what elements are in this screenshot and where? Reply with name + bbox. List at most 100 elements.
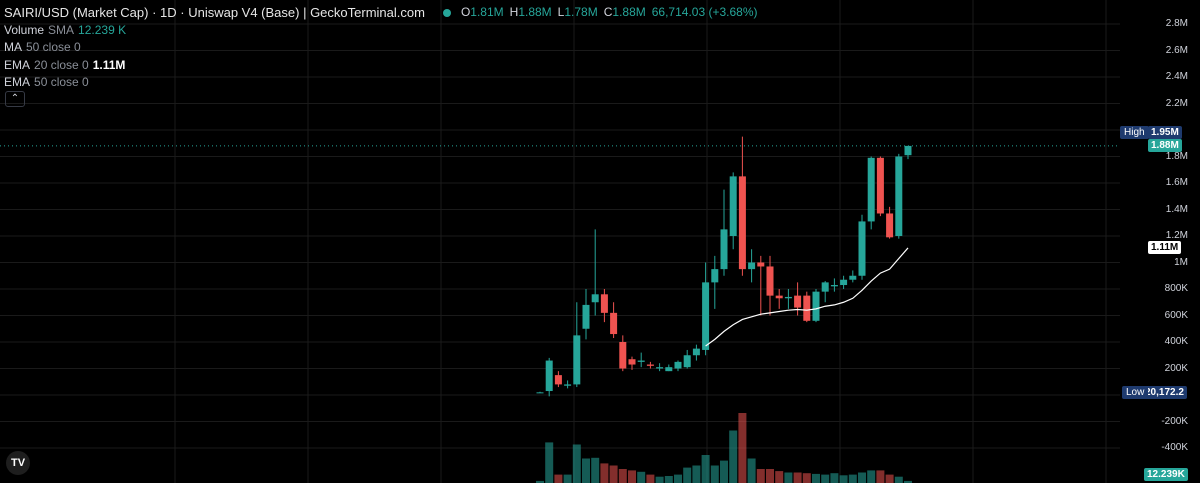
candle-body [886, 213, 894, 238]
volume-bar [904, 480, 912, 483]
volume-bar [710, 465, 719, 483]
volume-bar [609, 465, 618, 483]
chevron-up-icon: ⌃ [10, 93, 20, 104]
candle-body [564, 384, 572, 386]
volume-bar [618, 469, 627, 483]
axis-tick-label: 1.6M [1165, 177, 1188, 188]
axis-tick-label: 800K [1164, 283, 1188, 294]
volume-bar [821, 474, 830, 483]
volume-bar [848, 474, 857, 483]
axis-tick-label: -200K [1161, 415, 1188, 427]
volume-bar [674, 474, 682, 483]
candle-body [554, 375, 562, 385]
volume-bar [591, 457, 600, 483]
candle-body [665, 367, 673, 372]
tradingview-logo[interactable]: TV [6, 451, 30, 475]
candle-body [582, 304, 590, 329]
volume-bar [664, 476, 673, 483]
candle-body [637, 360, 645, 362]
volume-bar [729, 430, 738, 483]
axis-tick-label: 2.4M [1165, 71, 1188, 82]
candle-body [858, 221, 866, 276]
axis-tick-label: 600K [1164, 309, 1188, 321]
ohlc-open-key: O [460, 5, 471, 19]
candle-body [729, 176, 737, 236]
price-chart[interactable] [0, 0, 1120, 483]
volume-bar [793, 472, 802, 483]
candle-body [619, 342, 627, 369]
candle-body [784, 296, 792, 299]
ohlc-high-key: H [509, 5, 519, 19]
candle-body [738, 176, 746, 270]
candle-body [591, 294, 599, 303]
volume-bar [582, 458, 590, 483]
axis-tick-label: 2.2M [1165, 97, 1188, 109]
volume-bar [655, 476, 664, 483]
candle-body [573, 335, 581, 385]
ohlc-readout: O1.81M H1.88M L1.78M C1.88M 66,714.03 (+… [442, 4, 758, 22]
collapse-legend-button[interactable]: ⌃ [5, 91, 25, 107]
indicator-volume-value: 12.239 K [78, 22, 127, 37]
indicator-ma-label: MA [4, 40, 22, 54]
ema-price-tag: 1.11M [1148, 241, 1182, 254]
volume-bar [701, 455, 710, 483]
candle-body [536, 392, 544, 394]
indicator-ema50[interactable]: EMA 50 close 0 [4, 74, 758, 92]
chart-title: SAIRI/USD (Market Cap) · 1D · Uniswap V4… [4, 5, 425, 20]
high-price-tag: 1.95M [1148, 126, 1182, 139]
volume-bar [766, 469, 774, 483]
volume-bar [646, 474, 655, 483]
low-price-tag: 20,172.2 [1142, 386, 1187, 399]
status-dot-icon [442, 8, 451, 17]
last-price-tag: 1.88M [1148, 139, 1182, 152]
indicator-volume[interactable]: Volume SMA 12.239 K [4, 22, 758, 40]
volume-bar [545, 442, 554, 483]
candle-body [610, 312, 618, 335]
indicator-ema20[interactable]: EMA 20 close 0 1.11M [4, 57, 758, 75]
volume-bar [692, 465, 701, 483]
indicator-volume-label: Volume [4, 22, 45, 37]
indicator-volume-type: SMA [48, 22, 75, 37]
indicator-ma50[interactable]: MA 50 close 0 [4, 39, 758, 57]
candle-body [867, 157, 875, 222]
axis-tick-label: -400K [1161, 442, 1188, 453]
candle-body [840, 279, 848, 286]
axis-tick-label: 2.8M [1165, 18, 1188, 29]
candle-body [692, 348, 700, 356]
volume-bar [775, 471, 784, 483]
volume-bar [784, 472, 793, 483]
volume-bar [637, 471, 646, 483]
volume-bar [867, 470, 876, 483]
candle-body [702, 282, 710, 350]
candle-body [821, 282, 829, 292]
candle-body [628, 359, 636, 365]
volume-bar [554, 474, 563, 483]
volume-bar [563, 474, 572, 483]
volume-bar [858, 472, 866, 483]
indicator-ma-params: 50 close 0 [26, 40, 81, 54]
price-axis[interactable]: 2.8M 2.6M 2.4M 2.2M 1.8M 1.6M 1.4M 1.2M 1M 800K 60… [1120, 0, 1200, 483]
candle-body [904, 145, 912, 156]
candle-body [895, 156, 903, 236]
candle-body [766, 266, 774, 296]
volume-bar [756, 469, 765, 483]
candle-body [748, 262, 756, 270]
ohlc-low-key: L [557, 5, 565, 19]
axis-tick-label: 200K [1164, 362, 1188, 374]
candle-body [656, 367, 664, 369]
axis-tick-label: 400K [1164, 336, 1188, 347]
indicator-ema20-params: 20 close 0 [34, 57, 89, 72]
candle-body [849, 275, 857, 280]
volume-bar [894, 476, 903, 483]
candle-body [720, 229, 728, 270]
ohlc-open-value: 1.81M [470, 5, 504, 19]
volume-bar [876, 470, 885, 483]
candle-body [646, 364, 654, 366]
ohlc-high-value: 1.88M [518, 5, 552, 19]
chart-legend: SAIRI/USD (Market Cap) · 1D · Uniswap V4… [4, 4, 758, 92]
candle-body [803, 295, 811, 321]
ohlc-close-key: C [603, 5, 613, 19]
high-label: High [1120, 126, 1149, 139]
candle-body [600, 294, 608, 313]
candle-body [876, 157, 884, 214]
